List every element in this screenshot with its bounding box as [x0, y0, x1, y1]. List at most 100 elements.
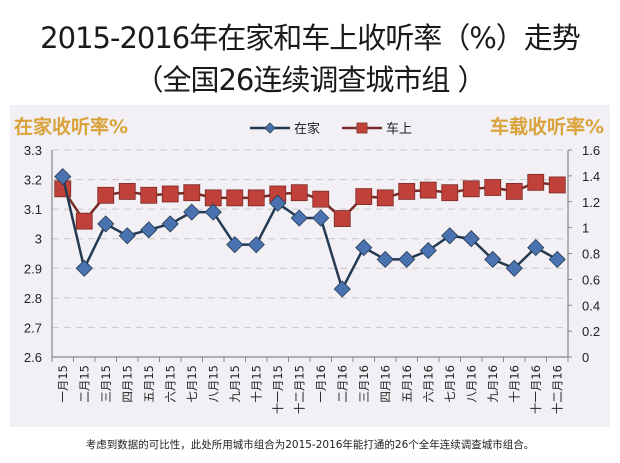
x-tick-label: 十一月16 — [529, 365, 543, 414]
home-data-point — [97, 215, 115, 233]
home-data-point — [527, 239, 545, 257]
car-data-point — [204, 189, 222, 207]
car-data-point — [376, 189, 394, 207]
diamond-marker-icon — [250, 121, 290, 134]
right-tick-label: 0.4 — [582, 298, 600, 313]
car-data-point — [75, 212, 93, 230]
car-data-point — [355, 188, 373, 205]
x-tick-label: 七月16 — [443, 365, 457, 403]
left-tick-label: 2.9 — [24, 261, 42, 276]
right-tick-label: 0 — [582, 350, 589, 365]
car-data-point — [140, 186, 158, 204]
car-data-point — [548, 176, 566, 194]
car-data-point — [226, 189, 244, 207]
x-tick-label: 十二月15 — [292, 365, 306, 414]
home-data-point — [226, 236, 244, 254]
home-data-point — [312, 209, 330, 227]
home-data-point — [376, 250, 394, 268]
home-data-point — [269, 194, 287, 212]
home-data-point — [75, 259, 93, 277]
car-data-point — [247, 189, 265, 207]
x-tick-label: 九月15 — [228, 365, 242, 403]
car-series-line — [61, 181, 558, 224]
home-data-point — [333, 280, 351, 298]
home-data-point — [183, 203, 201, 221]
car-data-point — [505, 182, 523, 200]
x-tick-label: 十一月15 — [271, 365, 285, 414]
car-data-point — [290, 184, 308, 202]
left-tick-label: 3.1 — [24, 202, 42, 217]
x-tick-label: 三月15 — [99, 365, 113, 403]
home-data-point — [118, 227, 136, 245]
home-data-point — [140, 221, 158, 239]
left-axis-title: 在家收听率% — [14, 116, 129, 138]
chart-title-line2: （全国26连续调查城市组 ） — [134, 63, 486, 97]
right-tick-label: 1.4 — [582, 169, 600, 184]
legend-item-home: 在家 — [250, 118, 320, 137]
right-tick-label: 0.6 — [582, 272, 600, 287]
home-data-point — [204, 203, 222, 221]
legend: 在家 车上 — [250, 118, 412, 137]
legend-item-car: 车上 — [342, 118, 412, 137]
left-tick-label: 3.2 — [24, 173, 42, 188]
home-data-point — [398, 250, 416, 268]
home-data-point — [355, 239, 373, 257]
car-data-point — [441, 184, 459, 202]
car-data-point — [312, 190, 330, 208]
x-tick-label: 六月16 — [421, 365, 435, 403]
x-tick-label: 十月15 — [249, 365, 263, 403]
x-tick-label: 九月16 — [486, 365, 500, 403]
left-tick-label: 3.3 — [24, 143, 42, 158]
home-data-point — [290, 209, 308, 227]
x-tick-label: 六月15 — [163, 365, 177, 403]
home-data-point — [484, 250, 502, 268]
right-tick-label: 1.6 — [582, 143, 600, 158]
car-data-point — [183, 184, 201, 202]
footnote: 考虑到数据的可比性，此处所用城市组合为2015-2016年能打通的26个全年连续… — [85, 439, 535, 451]
x-tick-label: 五月16 — [400, 365, 414, 403]
right-tick-label: 0.2 — [582, 324, 600, 339]
home-data-point — [247, 236, 265, 254]
car-data-point — [97, 186, 115, 204]
right-tick-label: 0.8 — [582, 247, 600, 262]
square-marker-icon — [342, 122, 383, 133]
car-data-point — [419, 181, 437, 199]
x-tick-label: 十二月16 — [550, 365, 564, 414]
home-data-point — [548, 250, 566, 268]
home-data-point — [419, 241, 437, 260]
left-tick-label: 2.7 — [24, 320, 42, 335]
car-data-point — [161, 185, 179, 203]
left-tick-label: 3 — [35, 232, 42, 247]
x-tick-label: 二月16 — [335, 365, 349, 403]
car-data-point — [527, 173, 545, 191]
x-tick-label: 七月15 — [185, 365, 199, 403]
legend-label-car: 车上 — [386, 122, 413, 137]
right-tick-label: 1.2 — [582, 195, 600, 210]
x-tick-label: 一月16 — [314, 365, 328, 403]
home-data-point — [54, 168, 72, 186]
car-data-point — [484, 179, 502, 196]
chart-title-line1: 2015-2016年在家和车上收听率（%）走势 — [40, 21, 581, 55]
home-data-point — [462, 230, 480, 248]
x-tick-label: 五月15 — [142, 365, 156, 403]
car-data-point — [462, 180, 480, 198]
home-data-point — [505, 259, 523, 277]
car-data-point — [398, 182, 416, 200]
x-tick-label: 八月16 — [464, 365, 478, 403]
x-tick-label: 四月16 — [378, 365, 392, 403]
home-data-point — [441, 227, 459, 245]
right-tick-label: 1 — [582, 221, 589, 236]
x-tick-label: 一月15 — [56, 365, 70, 403]
car-data-point — [333, 210, 351, 227]
x-tick-label: 八月15 — [206, 365, 220, 403]
right-axis-title: 车载收听率% — [489, 116, 604, 138]
legend-label-home: 在家 — [294, 122, 321, 137]
x-tick-label: 二月15 — [77, 365, 91, 403]
car-data-point — [118, 182, 136, 200]
x-tick-label: 三月16 — [357, 365, 371, 403]
home-data-point — [161, 215, 179, 233]
left-tick-label: 2.6 — [24, 350, 42, 365]
x-tick-label: 十月16 — [507, 365, 521, 403]
x-tick-label: 四月15 — [120, 365, 134, 403]
